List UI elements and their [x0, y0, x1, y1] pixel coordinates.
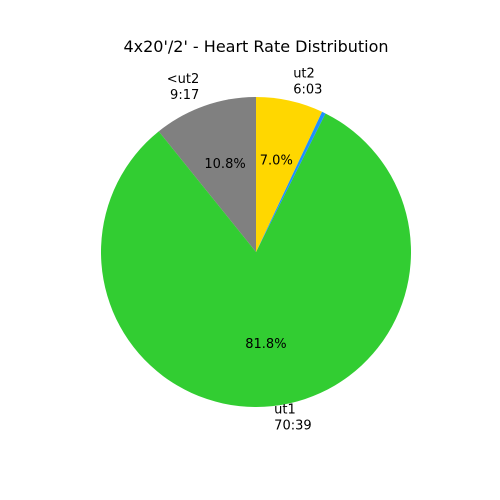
- category-name-ut2: ut2: [293, 67, 315, 82]
- category-label-ut1: ut1 70:39: [274, 403, 311, 434]
- pie-slice-ut1: [100, 113, 411, 407]
- pct-label-ut1: 81.8%: [245, 337, 286, 352]
- pct-label-ut2_lt: 10.8%: [204, 157, 245, 172]
- chart-title: 4x20'/2' - Heart Rate Distribution: [123, 37, 388, 56]
- category-time-ut2_lt: 9:17: [170, 88, 199, 103]
- pie-slice-ut2_lt: [158, 97, 256, 252]
- category-name-ut2_lt: <ut2: [167, 72, 200, 87]
- pct-label-ut2: 7.0%: [260, 154, 293, 169]
- category-label-ut2: ut2 6:03: [293, 67, 322, 98]
- pie-slice-ut2: [256, 97, 322, 252]
- pie-labels: 10.8% <ut2 9:17 81.8% ut1 70:39 7.0% ut2 6:03: [167, 67, 323, 434]
- category-label-ut2_lt: <ut2 9:17: [167, 72, 200, 103]
- pie-slice-other: [256, 111, 326, 253]
- category-name-ut1: ut1: [274, 403, 296, 418]
- category-time-ut2: 6:03: [293, 83, 322, 98]
- pie-slices: [100, 97, 411, 407]
- category-time-ut1: 70:39: [274, 419, 311, 434]
